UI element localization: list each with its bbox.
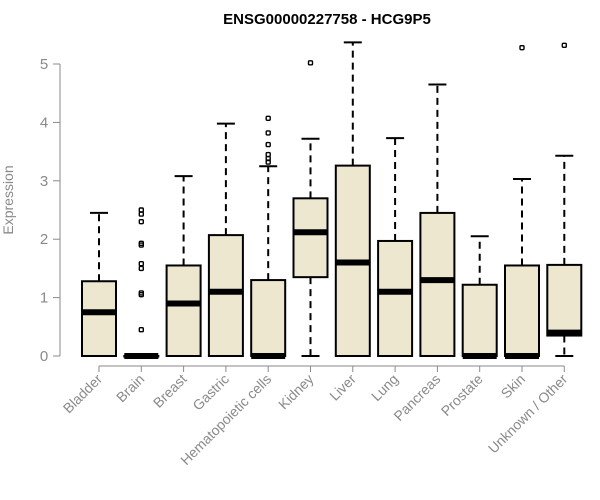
- outlier-point: [519, 44, 525, 51]
- y-axis: 0 1 2 3 4 5: [40, 56, 61, 365]
- box-group: [165, 175, 202, 358]
- box-iqr: [546, 263, 583, 337]
- outlier-point: [265, 151, 271, 158]
- outlier-point: [138, 218, 145, 225]
- box-group: [250, 115, 287, 359]
- box-iqr: [419, 211, 456, 357]
- y-axis-label: Expression: [0, 165, 16, 234]
- outlier-point: [138, 207, 145, 213]
- y-tick-label: 1: [40, 290, 48, 307]
- y-tick-label: 0: [40, 348, 48, 365]
- outlier-point: [307, 60, 314, 66]
- box-iqr: [461, 283, 498, 358]
- box-group: [207, 122, 244, 357]
- x-tick-label: Brain: [113, 371, 147, 405]
- box-iqr: [165, 264, 202, 358]
- box-group: [123, 207, 160, 359]
- outlier-point: [265, 130, 271, 136]
- outlier-point: [265, 141, 271, 148]
- x-tick-label: Lung: [368, 371, 401, 404]
- y-tick-label: 3: [40, 173, 48, 190]
- box-iqr: [250, 279, 287, 357]
- box-iqr: [504, 264, 540, 358]
- outlier-point: [138, 265, 145, 272]
- outlier-point: [138, 261, 145, 267]
- outlier-point: [138, 290, 145, 296]
- box-iqr: [377, 239, 414, 357]
- box-group: [461, 235, 498, 359]
- x-tick-label: Breast: [150, 371, 190, 411]
- box-iqr: [292, 197, 329, 279]
- box-group: [546, 42, 583, 357]
- x-tick-label: Unknown / Other: [485, 371, 571, 457]
- box-group: [377, 137, 414, 357]
- outlier-point: [265, 115, 271, 122]
- x-tick-label: Pancreas: [390, 371, 443, 424]
- chart-title: ENSG00000227758 - HCG9P5: [223, 11, 431, 28]
- outlier-point: [138, 327, 145, 333]
- outlier-point: [561, 42, 567, 49]
- x-tick-label: Prostate: [438, 371, 486, 419]
- x-tick-label: Liver: [326, 371, 359, 404]
- y-tick-label: 2: [40, 231, 48, 248]
- y-tick-label: 5: [40, 56, 48, 73]
- box-group: [419, 83, 456, 357]
- box-iqr: [207, 234, 244, 357]
- outlier-point: [138, 240, 145, 246]
- box-group: [292, 60, 329, 357]
- box-group: [81, 211, 117, 357]
- x-tick-label: Skin: [498, 371, 529, 402]
- box-iqr: [81, 280, 117, 357]
- plot-area: [81, 41, 583, 359]
- box-group: [504, 44, 540, 359]
- x-tick-label: Bladder: [60, 371, 106, 417]
- y-tick-label: 4: [40, 114, 48, 131]
- box-group: [334, 41, 371, 357]
- x-tick-label: Kidney: [275, 371, 317, 413]
